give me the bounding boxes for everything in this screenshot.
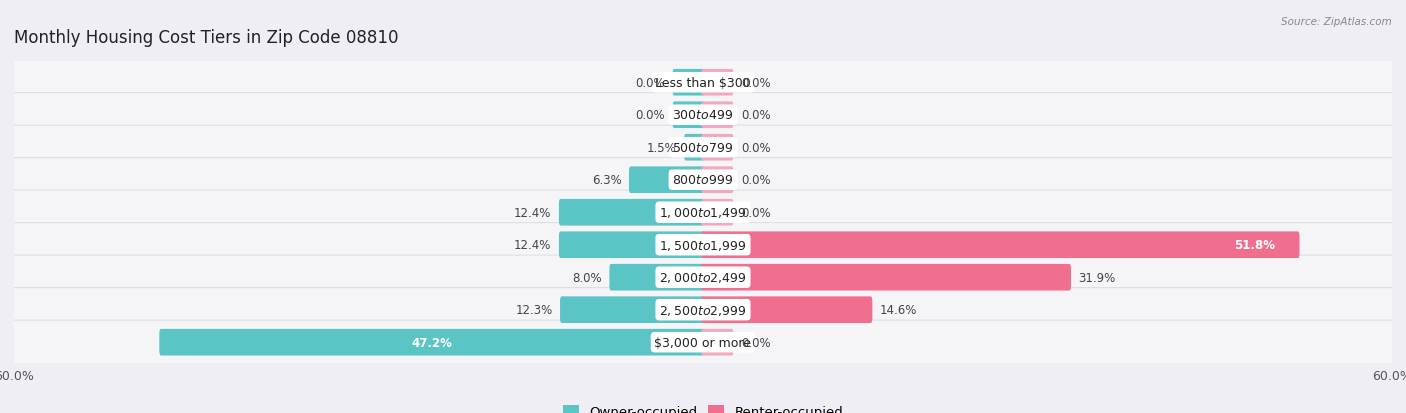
FancyBboxPatch shape [702, 329, 734, 356]
FancyBboxPatch shape [702, 199, 734, 226]
FancyBboxPatch shape [560, 199, 704, 226]
Text: 0.0%: 0.0% [636, 76, 665, 90]
FancyBboxPatch shape [11, 61, 1395, 105]
Text: 0.0%: 0.0% [741, 76, 770, 90]
FancyBboxPatch shape [159, 329, 704, 356]
Text: $2,000 to $2,499: $2,000 to $2,499 [659, 271, 747, 285]
FancyBboxPatch shape [11, 158, 1395, 202]
FancyBboxPatch shape [11, 223, 1395, 267]
Text: $1,000 to $1,499: $1,000 to $1,499 [659, 206, 747, 220]
FancyBboxPatch shape [11, 93, 1395, 138]
FancyBboxPatch shape [702, 102, 734, 129]
Text: 0.0%: 0.0% [741, 174, 770, 187]
Text: 12.3%: 12.3% [516, 304, 553, 316]
Text: 1.5%: 1.5% [647, 141, 676, 154]
FancyBboxPatch shape [11, 256, 1395, 299]
Text: 6.3%: 6.3% [592, 174, 621, 187]
FancyBboxPatch shape [11, 126, 1395, 170]
FancyBboxPatch shape [560, 297, 704, 323]
Text: $3,000 or more: $3,000 or more [655, 336, 751, 349]
FancyBboxPatch shape [702, 70, 734, 96]
FancyBboxPatch shape [628, 167, 704, 194]
Text: 8.0%: 8.0% [572, 271, 602, 284]
Text: 12.4%: 12.4% [515, 206, 551, 219]
FancyBboxPatch shape [702, 297, 872, 323]
Legend: Owner-occupied, Renter-occupied: Owner-occupied, Renter-occupied [558, 400, 848, 413]
Text: 0.0%: 0.0% [636, 109, 665, 122]
Text: 0.0%: 0.0% [741, 141, 770, 154]
Text: 12.4%: 12.4% [515, 239, 551, 252]
Text: 31.9%: 31.9% [1078, 271, 1116, 284]
FancyBboxPatch shape [685, 135, 704, 161]
Text: $300 to $499: $300 to $499 [672, 109, 734, 122]
FancyBboxPatch shape [672, 102, 704, 129]
FancyBboxPatch shape [11, 320, 1395, 364]
Text: 0.0%: 0.0% [741, 336, 770, 349]
Text: $2,500 to $2,999: $2,500 to $2,999 [659, 303, 747, 317]
Text: 47.2%: 47.2% [412, 336, 453, 349]
Text: Source: ZipAtlas.com: Source: ZipAtlas.com [1281, 17, 1392, 26]
Text: Less than $300: Less than $300 [655, 76, 751, 90]
Text: $800 to $999: $800 to $999 [672, 174, 734, 187]
FancyBboxPatch shape [609, 264, 704, 291]
Text: Monthly Housing Cost Tiers in Zip Code 08810: Monthly Housing Cost Tiers in Zip Code 0… [14, 29, 398, 47]
Text: 14.6%: 14.6% [880, 304, 917, 316]
FancyBboxPatch shape [702, 167, 734, 194]
FancyBboxPatch shape [11, 288, 1395, 332]
FancyBboxPatch shape [702, 264, 1071, 291]
FancyBboxPatch shape [702, 135, 734, 161]
Text: 51.8%: 51.8% [1234, 239, 1275, 252]
Text: $1,500 to $1,999: $1,500 to $1,999 [659, 238, 747, 252]
FancyBboxPatch shape [11, 191, 1395, 235]
Text: 0.0%: 0.0% [741, 109, 770, 122]
FancyBboxPatch shape [672, 70, 704, 96]
Text: $500 to $799: $500 to $799 [672, 141, 734, 154]
FancyBboxPatch shape [702, 232, 1299, 259]
FancyBboxPatch shape [560, 232, 704, 259]
Text: 0.0%: 0.0% [741, 206, 770, 219]
